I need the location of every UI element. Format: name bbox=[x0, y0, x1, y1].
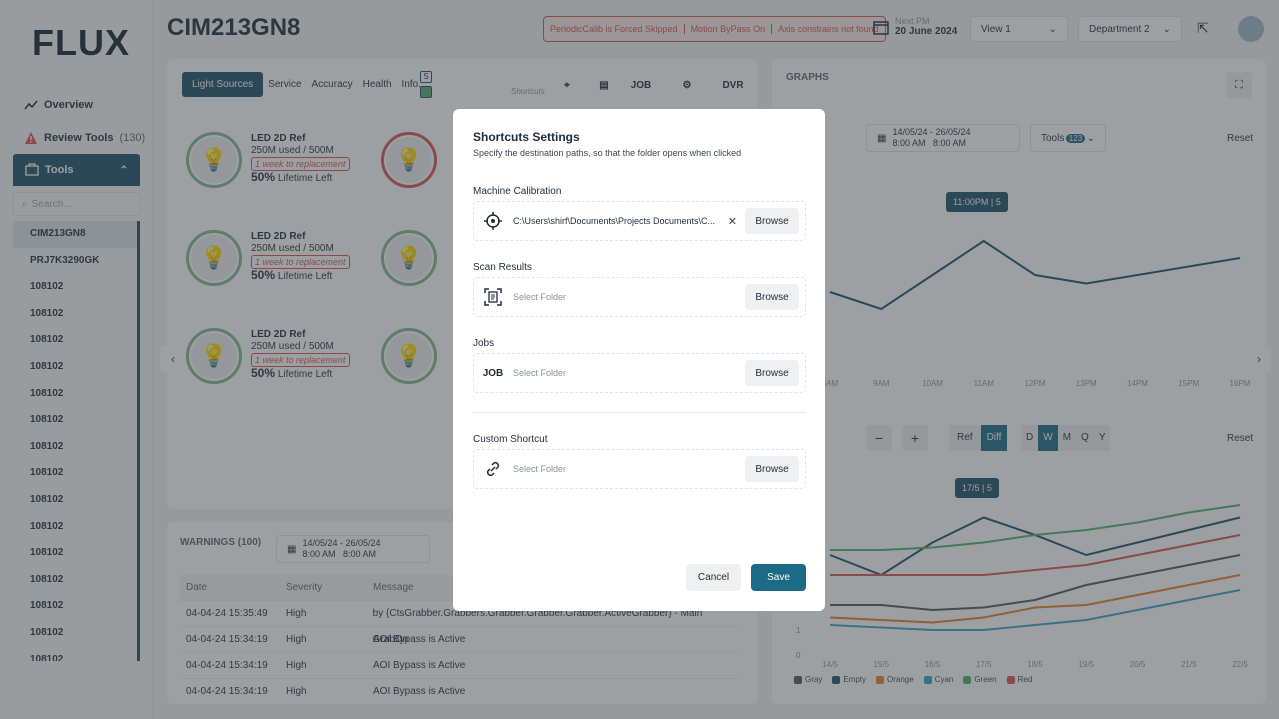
scan-results-field[interactable]: Select Folder Browse bbox=[473, 277, 806, 317]
job-icon: JOB bbox=[482, 367, 504, 379]
scan-document-icon bbox=[480, 284, 506, 310]
field-label: Jobs bbox=[473, 338, 495, 349]
save-button[interactable]: Save bbox=[751, 564, 806, 591]
path-placeholder: Select Folder bbox=[513, 464, 567, 474]
modal-title: Shortcuts Settings bbox=[473, 130, 580, 144]
cancel-button[interactable]: Cancel bbox=[686, 564, 741, 591]
crosshair-icon bbox=[480, 208, 506, 234]
path-placeholder: Select Folder bbox=[513, 368, 567, 378]
field-label: Custom Shortcut bbox=[473, 434, 548, 445]
browse-button[interactable]: Browse bbox=[745, 456, 799, 482]
browse-button[interactable]: Browse bbox=[745, 360, 799, 386]
field-label: Scan Results bbox=[473, 262, 532, 273]
browse-button[interactable]: Browse bbox=[745, 208, 799, 234]
browse-button[interactable]: Browse bbox=[745, 284, 799, 310]
field-label: Machine Calibration bbox=[473, 186, 562, 197]
jobs-field[interactable]: JOB Select Folder Browse bbox=[473, 353, 806, 393]
path-placeholder: Select Folder bbox=[513, 292, 567, 302]
custom-shortcut-field[interactable]: Select Folder Browse bbox=[473, 449, 806, 489]
shortcuts-settings-modal: Shortcuts Settings Specify the destinati… bbox=[453, 109, 825, 611]
close-icon[interactable]: ✕ bbox=[727, 215, 737, 228]
link-icon bbox=[480, 456, 506, 482]
modal-subtitle: Specify the destination paths, so that t… bbox=[473, 148, 742, 158]
path-value: C:\Users\shirf\Documents\Projects Docume… bbox=[513, 216, 716, 226]
divider bbox=[473, 412, 806, 413]
machine-calibration-field[interactable]: C:\Users\shirf\Documents\Projects Docume… bbox=[473, 201, 806, 241]
